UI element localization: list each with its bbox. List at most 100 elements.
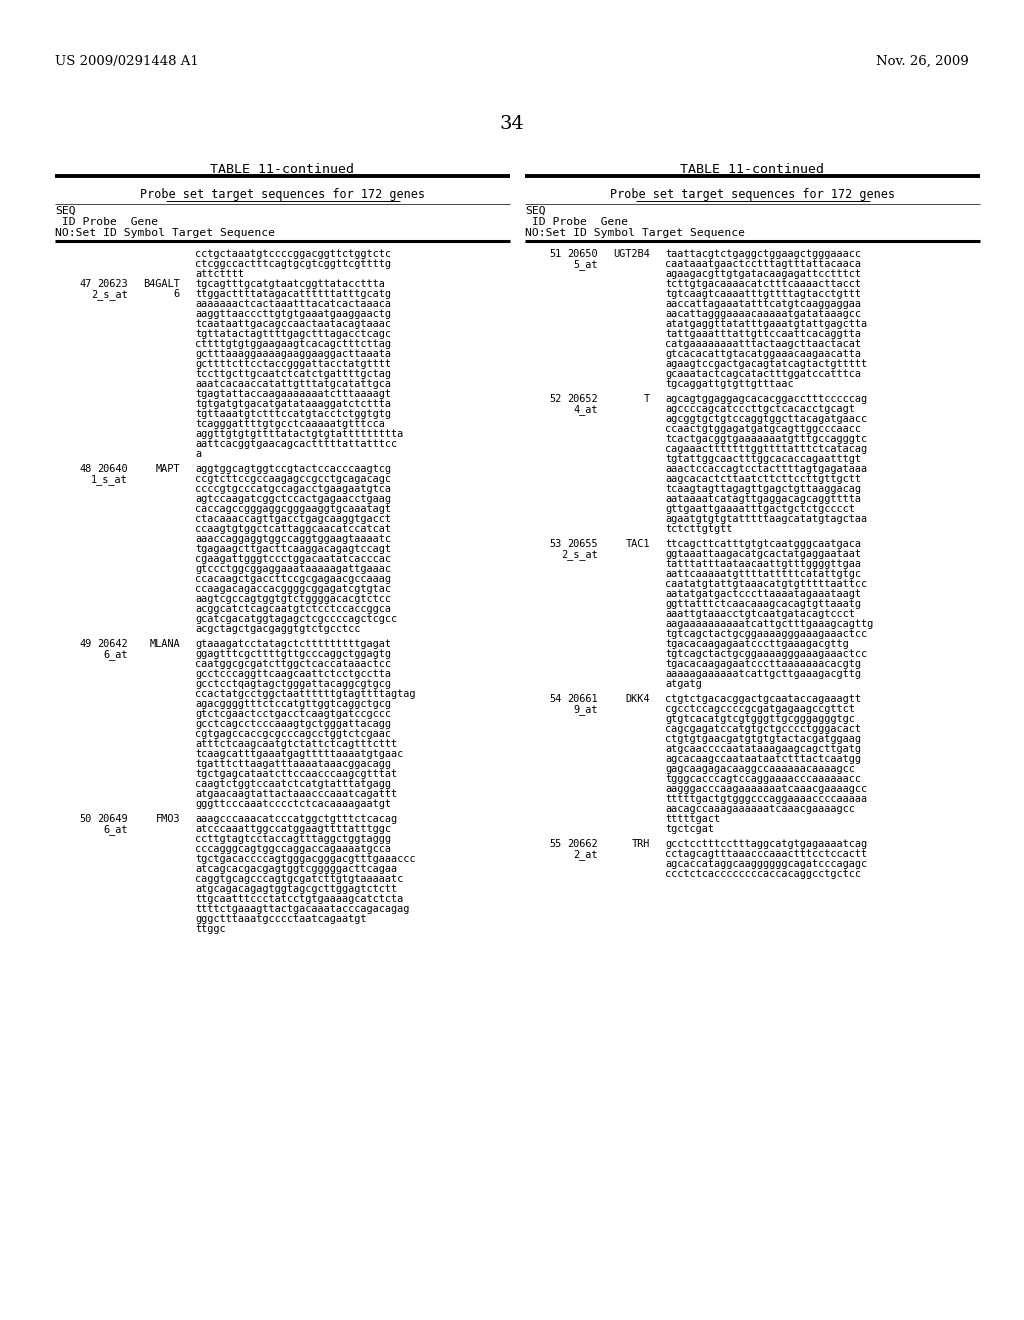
Text: tgcagtttgcatgtaatcggttataccttta: tgcagtttgcatgtaatcggttataccttta xyxy=(195,279,385,289)
Text: atttctcaagcaatgtctattctcagtttcttt: atttctcaagcaatgtctattctcagtttcttt xyxy=(195,739,397,748)
Text: tgttatactagttttgagctttagacctcagc: tgttatactagttttgagctttagacctcagc xyxy=(195,329,391,339)
Text: atatgaggttatatttgaaatgtattgagctta: atatgaggttatatttgaaatgtattgagctta xyxy=(665,319,867,329)
Text: 49: 49 xyxy=(80,639,92,649)
Text: agcggtgctgtccaggtggcttacagatgaacc: agcggtgctgtccaggtggcttacagatgaacc xyxy=(665,414,867,424)
Text: Nov. 26, 2009: Nov. 26, 2009 xyxy=(877,55,969,69)
Text: aaaaaaactcactaaatttacatcactaaaca: aaaaaaactcactaaatttacatcactaaaca xyxy=(195,300,391,309)
Text: a: a xyxy=(195,449,201,459)
Text: gcctcctttcctttaggcatgtgagaaaatcag: gcctcctttcctttaggcatgtgagaaaatcag xyxy=(665,840,867,849)
Text: gtaaagatcctatagctctttttttttgagat: gtaaagatcctatagctctttttttttgagat xyxy=(195,639,391,649)
Text: aggtggcagtggtccgtactccacccaagtcg: aggtggcagtggtccgtactccacccaagtcg xyxy=(195,465,391,474)
Text: 5_at: 5_at xyxy=(573,259,598,269)
Text: agtccaagatcggctccactgagaacctgaag: agtccaagatcggctccactgagaacctgaag xyxy=(195,494,391,504)
Text: gctttaaaggaaaagaaggaaggacttaaata: gctttaaaggaaaagaaggaaggacttaaata xyxy=(195,348,391,359)
Text: 2_at: 2_at xyxy=(573,849,598,859)
Text: cgcctccagccccgcgatgagaagccgttct: cgcctccagccccgcgatgagaagccgttct xyxy=(665,704,855,714)
Text: 52: 52 xyxy=(550,393,562,404)
Text: ccctctcaccccccccaccacaggcctgctcc: ccctctcaccccccccaccacaggcctgctcc xyxy=(665,869,861,879)
Text: TABLE 11-continued: TABLE 11-continued xyxy=(681,162,824,176)
Text: 6: 6 xyxy=(174,289,180,300)
Text: aattcacggtgaacagcactttttattatttcc: aattcacggtgaacagcactttttattatttcc xyxy=(195,440,397,449)
Text: cttttgtgtggaagaagtcacagctttcttag: cttttgtgtggaagaagtcacagctttcttag xyxy=(195,339,391,348)
Text: aaggttaacccttgtgtgaaatgaaggaactg: aaggttaacccttgtgtgaaatgaaggaactg xyxy=(195,309,391,319)
Text: aaattgtaaacctgtcaatgatacagtccct: aaattgtaaacctgtcaatgatacagtccct xyxy=(665,609,855,619)
Text: MAPT: MAPT xyxy=(156,465,180,474)
Text: ctcggccactttcagtgcgtcggttcgttttg: ctcggccactttcagtgcgtcggttcgttttg xyxy=(195,259,391,269)
Text: caagtctggtccaatctcatgtatttatgagg: caagtctggtccaatctcatgtatttatgagg xyxy=(195,779,391,789)
Text: aaactccaccagtcctacttttagtgagataaa: aaactccaccagtcctacttttagtgagataaa xyxy=(665,465,867,474)
Text: caccagccgggaggcgggaaggtgcaaatagt: caccagccgggaggcgggaaggtgcaaatagt xyxy=(195,504,391,513)
Text: NO:Set ID Symbol Target Sequence: NO:Set ID Symbol Target Sequence xyxy=(55,228,275,238)
Text: aaccattagaaatatttcatgtcaaggaggaa: aaccattagaaatatttcatgtcaaggaggaa xyxy=(665,300,861,309)
Text: aaatcacaaccatattgtttatgcatattgca: aaatcacaaccatattgtttatgcatattgca xyxy=(195,379,391,389)
Text: TAC1: TAC1 xyxy=(626,539,650,549)
Text: tcaataattgacagccaactaatacagtaaac: tcaataattgacagccaactaatacagtaaac xyxy=(195,319,391,329)
Text: tgctgacaccccagtgggacgggacgtttgaaaccc: tgctgacaccccagtgggacgggacgtttgaaaccc xyxy=(195,854,416,865)
Text: attctttt: attctttt xyxy=(195,269,244,279)
Text: cctgctaaatgtccccggacggttctggtctc: cctgctaaatgtccccggacggttctggtctc xyxy=(195,249,391,259)
Text: ccttgtagtcctaccagtttaggctggtaggg: ccttgtagtcctaccagtttaggctggtaggg xyxy=(195,834,391,843)
Text: agcacaagccaataataatctttactcaatgg: agcacaagccaataataatctttactcaatgg xyxy=(665,754,861,764)
Text: acgctagctgacgaggtgtctgcctcc: acgctagctgacgaggtgtctgcctcc xyxy=(195,624,360,634)
Text: gcctcctqagtagctgggattacaggcgtgcg: gcctcctqagtagctgggattacaggcgtgcg xyxy=(195,678,391,689)
Text: 1_s_at: 1_s_at xyxy=(91,474,128,484)
Text: 55: 55 xyxy=(550,840,562,849)
Text: atgcaaccccaatataaagaagcagcttgatg: atgcaaccccaatataaagaagcagcttgatg xyxy=(665,744,861,754)
Text: SEQ: SEQ xyxy=(525,206,546,216)
Text: ctgtgtgaacgatgtgtgtactacgatggaag: ctgtgtgaacgatgtgtgtactacgatggaag xyxy=(665,734,861,744)
Text: aattcaaaaatgttttatttttcatattgtgc: aattcaaaaatgttttatttttcatattgtgc xyxy=(665,569,861,579)
Text: taattacgtctgaggctggaagctgggaaacc: taattacgtctgaggctggaagctgggaaacc xyxy=(665,249,861,259)
Text: ccccgtgcccatgccagacctgaagaatgtca: ccccgtgcccatgccagacctgaagaatgtca xyxy=(195,484,391,494)
Text: aaagcccaaacatcccatggctgtttctcacag: aaagcccaaacatcccatggctgtttctcacag xyxy=(195,814,397,824)
Text: tgctcgat: tgctcgat xyxy=(665,824,714,834)
Text: atcagcacgacgagtggtcgggggacttcagaa: atcagcacgacgagtggtcgggggacttcagaa xyxy=(195,865,397,874)
Text: tgacacaagagaatcccttaaaaaaacacgtg: tgacacaagagaatcccttaaaaaaacacgtg xyxy=(665,659,861,669)
Text: ctgtctgacacggactgcaataccagaaagtt: ctgtctgacacggactgcaataccagaaagtt xyxy=(665,694,861,704)
Text: aagcacactcttaatcttcttccttgttgctt: aagcacactcttaatcttcttccttgttgctt xyxy=(665,474,861,484)
Text: gcctcagcctcccaaagtgctgggattacagg: gcctcagcctcccaaagtgctgggattacagg xyxy=(195,719,391,729)
Text: 4_at: 4_at xyxy=(573,404,598,414)
Text: gtcacacattgtacatggaaacaagaacatta: gtcacacattgtacatggaaacaagaacatta xyxy=(665,348,861,359)
Text: gggctttaaatgcccctaatcagaatgt: gggctttaaatgcccctaatcagaatgt xyxy=(195,913,367,924)
Text: FMO3: FMO3 xyxy=(156,814,180,824)
Text: 20661: 20661 xyxy=(567,694,598,704)
Text: ttgcaatttccctatcctgtgaaaagcatctcta: ttgcaatttccctatcctgtgaaaagcatctcta xyxy=(195,894,403,904)
Text: Probe set target sequences for 172 genes: Probe set target sequences for 172 genes xyxy=(610,187,895,201)
Text: tcttgtgacaaaacatctttcaaaacttacct: tcttgtgacaaaacatctttcaaaacttacct xyxy=(665,279,861,289)
Text: agacggggtttctccatgttggtcaggctgcg: agacggggtttctccatgttggtcaggctgcg xyxy=(195,700,391,709)
Text: T: T xyxy=(644,393,650,404)
Text: cctagcagtttaaacccaaactttcctccactt: cctagcagtttaaacccaaactttcctccactt xyxy=(665,849,867,859)
Text: ttggc: ttggc xyxy=(195,924,225,935)
Text: TRH: TRH xyxy=(632,840,650,849)
Text: tcaagtagttagagttgagctgttaaggacag: tcaagtagttagagttgagctgttaaggacag xyxy=(665,484,861,494)
Text: 34: 34 xyxy=(500,115,524,133)
Text: tattgaaatttattgttccaattcacaggtta: tattgaaatttattgttccaattcacaggtta xyxy=(665,329,861,339)
Text: atgaacaagtattactaaacccaaatcagattt: atgaacaagtattactaaacccaaatcagattt xyxy=(195,789,397,799)
Text: aacagccaaagaaaaaatcaaacgaaaagcc: aacagccaaagaaaaaatcaaacgaaaagcc xyxy=(665,804,855,814)
Text: ccaagacagaccacggggcggagatcgtgtac: ccaagacagaccacggggcggagatcgtgtac xyxy=(195,583,391,594)
Text: atgcagacagagtggtagcgcttggagtctctt: atgcagacagagtggtagcgcttggagtctctt xyxy=(195,884,397,894)
Text: tcaagcatttgaaatgagtttttaaaatgtgaac: tcaagcatttgaaatgagtttttaaaatgtgaac xyxy=(195,748,403,759)
Text: 51: 51 xyxy=(550,249,562,259)
Text: ccaactgtggagatgatgcagttggcccaacc: ccaactgtggagatgatgcagttggcccaacc xyxy=(665,424,861,434)
Text: tgcaggattgtgttgtttaac: tgcaggattgtgttgtttaac xyxy=(665,379,794,389)
Text: gtctcgaactcctgacctcaagtgatccgccc: gtctcgaactcctgacctcaagtgatccgccc xyxy=(195,709,391,719)
Text: 54: 54 xyxy=(550,694,562,704)
Text: ttggacttttatagacattttttatttgcatg: ttggacttttatagacattttttatttgcatg xyxy=(195,289,391,300)
Text: ttttctgaaagttactgacaaatacccagacagag: ttttctgaaagttactgacaaatacccagacagag xyxy=(195,904,410,913)
Text: tgtgatgtgacatgatataaaggatctcttta: tgtgatgtgacatgatataaaggatctcttta xyxy=(195,399,391,409)
Text: US 2009/0291448 A1: US 2009/0291448 A1 xyxy=(55,55,199,69)
Text: TABLE 11-continued: TABLE 11-continued xyxy=(211,162,354,176)
Text: tgtcaagtcaaaatttgttttagtacctgttt: tgtcaagtcaaaatttgttttagtacctgttt xyxy=(665,289,861,300)
Text: tgtattggcaactttggcacaccagaatttgt: tgtattggcaactttggcacaccagaatttgt xyxy=(665,454,861,465)
Text: ggttatttctcaacaaagcacagtgttaaatg: ggttatttctcaacaaagcacagtgttaaatg xyxy=(665,599,861,609)
Text: tatttatttaataacaattgtttggggttgaa: tatttatttaataacaattgtttggggttgaa xyxy=(665,558,861,569)
Text: gcaaatactcagcatactttggatccatttca: gcaaatactcagcatactttggatccatttca xyxy=(665,370,861,379)
Text: 2_s_at: 2_s_at xyxy=(561,549,598,560)
Text: gttgaattgaaaatttgactgctctgcccct: gttgaattgaaaatttgactgctctgcccct xyxy=(665,504,855,513)
Text: UGT2B4: UGT2B4 xyxy=(613,249,650,259)
Text: DKK4: DKK4 xyxy=(626,694,650,704)
Text: gcctcccaggttcaagcaattctcctgcctta: gcctcccaggttcaagcaattctcctgcctta xyxy=(195,669,391,678)
Text: ccactatgcctggctaattttttgtagttttagtag: ccactatgcctggctaattttttgtagttttagtag xyxy=(195,689,416,700)
Text: ggagtttcgcttttgttgcccaggctggagtg: ggagtttcgcttttgttgcccaggctggagtg xyxy=(195,649,391,659)
